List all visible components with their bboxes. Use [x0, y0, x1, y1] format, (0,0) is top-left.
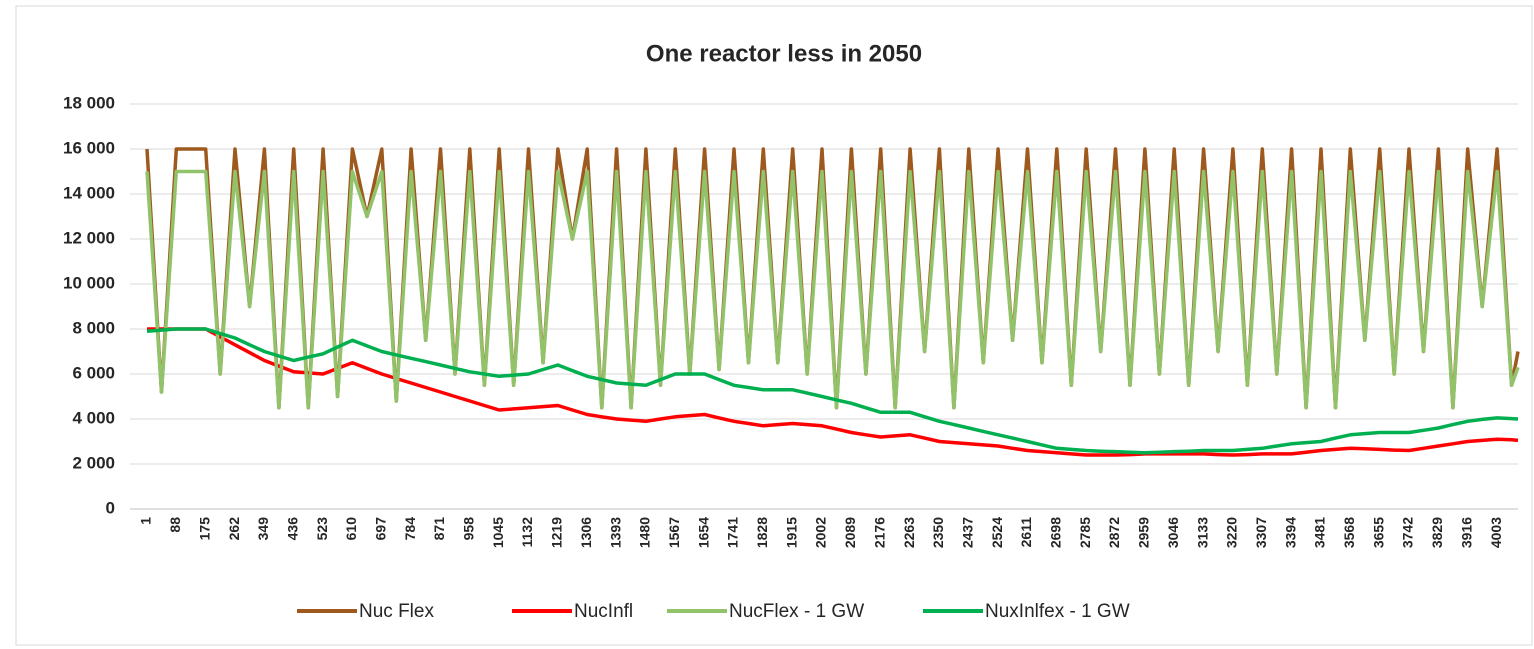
- x-tick-label: 1219: [549, 517, 565, 548]
- x-tick-label: 1045: [490, 517, 506, 548]
- x-tick-label: 175: [196, 517, 212, 541]
- x-tick-label: 1828: [754, 517, 770, 548]
- x-tick-label: 610: [343, 517, 359, 541]
- y-tick-label: 8 000: [72, 318, 115, 337]
- x-tick-label: 958: [461, 517, 477, 541]
- y-tick-label: 12 000: [63, 228, 115, 247]
- x-tick-label: 349: [255, 517, 271, 541]
- x-tick-label: 2872: [1106, 517, 1122, 548]
- x-tick-label: 4003: [1488, 517, 1504, 548]
- series-line: [147, 327, 1519, 457]
- x-tick-label: 2437: [959, 517, 975, 548]
- x-tick-label: 3916: [1458, 517, 1474, 548]
- y-tick-label: 14 000: [63, 183, 115, 202]
- x-tick-label: 1567: [666, 517, 682, 548]
- legend-label: Nuc Flex: [359, 601, 434, 622]
- x-tick-label: 2089: [842, 517, 858, 548]
- x-tick-label: 697: [373, 517, 389, 541]
- x-tick-label: 2263: [901, 517, 917, 548]
- x-tick-label: 523: [314, 517, 330, 541]
- x-tick-label: 2785: [1077, 517, 1093, 548]
- y-tick-label: 18 000: [63, 93, 115, 112]
- x-tick-label: 1480: [637, 517, 653, 548]
- x-tick-label: 3829: [1429, 517, 1445, 548]
- chart-title: One reactor less in 2050: [646, 40, 922, 67]
- y-tick-label: 4 000: [72, 408, 115, 427]
- x-tick-label: 2959: [1136, 517, 1152, 548]
- x-tick-label: 1132: [519, 517, 535, 548]
- x-tick-label: 2524: [989, 517, 1005, 548]
- y-tick-label: 10 000: [63, 273, 115, 292]
- x-tick-label: 1306: [578, 517, 594, 548]
- x-tick-label: 3568: [1341, 517, 1357, 548]
- x-tick-label: 3046: [1165, 517, 1181, 548]
- x-tick-label: 3133: [1194, 517, 1210, 548]
- series-line: [145, 169, 1520, 410]
- x-tick-label: 88: [167, 517, 183, 533]
- x-tick-label: 1915: [783, 517, 799, 548]
- x-tick-label: 3220: [1224, 517, 1240, 548]
- x-tick-label: 1654: [695, 517, 711, 548]
- y-tick-label: 2 000: [72, 453, 115, 472]
- x-tick-label: 3742: [1400, 517, 1416, 548]
- x-tick-label: 3655: [1370, 517, 1386, 548]
- x-tick-label: 1393: [607, 517, 623, 548]
- y-tick-label: 0: [106, 498, 115, 517]
- x-tick-label: 262: [226, 517, 242, 541]
- x-tick-label: 2698: [1048, 517, 1064, 548]
- x-tick-label: 3481: [1312, 517, 1328, 548]
- y-tick-label: 16 000: [63, 138, 115, 157]
- x-tick-label: 2611: [1018, 517, 1034, 548]
- legend-label: NucFlex - 1 GW: [729, 601, 864, 622]
- x-tick-label: 2176: [871, 517, 887, 548]
- x-tick-label: 1741: [725, 517, 741, 548]
- x-tick-label: 871: [431, 517, 447, 541]
- x-tick-label: 3394: [1282, 517, 1298, 548]
- x-tick-label: 3307: [1253, 517, 1269, 548]
- legend-label: NuxInlfex - 1 GW: [985, 601, 1130, 622]
- x-tick-label: 1: [138, 517, 154, 525]
- x-tick-label: 784: [402, 517, 418, 541]
- x-tick-label: 436: [284, 517, 300, 541]
- x-tick-label: 2002: [813, 517, 829, 548]
- legend-label: NucInfl: [574, 601, 633, 622]
- y-tick-label: 6 000: [72, 363, 115, 382]
- x-tick-label: 2350: [930, 517, 946, 548]
- series-line: [146, 327, 1519, 455]
